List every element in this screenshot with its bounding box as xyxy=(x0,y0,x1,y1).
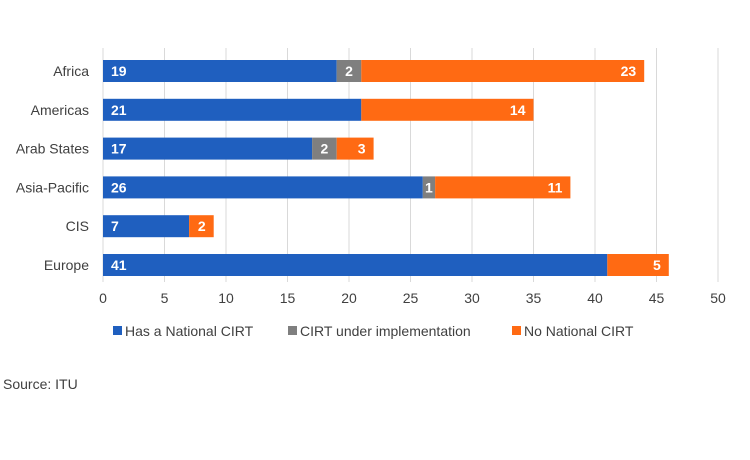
x-tick-label: 30 xyxy=(464,290,480,306)
x-tick-label: 5 xyxy=(161,290,169,306)
data-label: 21 xyxy=(111,102,127,118)
legend-swatch xyxy=(288,326,297,335)
legend-swatch xyxy=(113,326,122,335)
category-label: Africa xyxy=(53,63,89,79)
category-label: CIS xyxy=(66,218,89,234)
x-axis-ticks: 0 5 10 15 20 25 30 35 40 45 50 xyxy=(99,290,726,306)
data-label: 41 xyxy=(111,257,127,273)
source-note: Source: ITU xyxy=(3,376,78,392)
x-tick-label: 25 xyxy=(403,290,419,306)
category-label: Americas xyxy=(31,102,89,118)
bar-segment-no-cirt xyxy=(361,60,645,82)
x-tick-label: 15 xyxy=(280,290,296,306)
data-label: 7 xyxy=(111,218,119,234)
bar-segment-under-implementation xyxy=(336,60,362,82)
bar-segment-has-cirt xyxy=(103,176,423,199)
bar-segment-no-cirt xyxy=(435,176,571,199)
data-label: 3 xyxy=(358,141,366,157)
x-tick-label: 0 xyxy=(99,290,107,306)
category-label: Arab States xyxy=(16,141,89,157)
x-tick-label: 40 xyxy=(587,290,603,306)
data-label: 17 xyxy=(111,141,127,157)
data-label: 11 xyxy=(548,179,563,195)
data-label: 2 xyxy=(321,141,329,157)
legend-entry: Has a National CIRT xyxy=(125,323,254,339)
x-tick-label: 20 xyxy=(341,290,357,306)
bar-segment-no-cirt xyxy=(336,137,374,160)
bar-segment-has-cirt xyxy=(103,137,313,160)
legend: Has a National CIRT CIRT under implementa… xyxy=(113,323,634,339)
bar-segment-has-cirt xyxy=(103,254,608,276)
legend-swatch xyxy=(512,326,521,335)
bar-segment-has-cirt xyxy=(103,215,190,238)
bar-segment-has-cirt xyxy=(103,60,337,82)
data-label: 1 xyxy=(425,179,433,195)
x-tick-label: 45 xyxy=(649,290,665,306)
data-label: 14 xyxy=(510,102,526,118)
category-label: Europe xyxy=(44,257,89,273)
x-tick-label: 50 xyxy=(710,290,726,306)
data-label: 23 xyxy=(621,63,637,79)
category-labels: Africa Americas Arab States Asia-Pacific CIS… xyxy=(16,63,89,273)
data-label: 2 xyxy=(345,63,353,79)
x-tick-label: 10 xyxy=(218,290,234,306)
x-tick-label: 35 xyxy=(526,290,542,306)
bar-segment-under-implementation xyxy=(422,176,436,199)
data-label: 26 xyxy=(111,179,127,195)
category-label: Asia-Pacific xyxy=(16,179,89,195)
data-label: 5 xyxy=(653,257,661,273)
bar-segment-under-implementation xyxy=(312,137,337,160)
data-label: 2 xyxy=(198,218,206,234)
bar-segment-no-cirt xyxy=(361,98,534,121)
bar-segment-no-cirt xyxy=(607,254,669,276)
gridlines xyxy=(102,48,719,282)
bar-segment-has-cirt xyxy=(103,98,362,121)
legend-entry: No National CIRT xyxy=(524,323,634,339)
bar-segment-no-cirt xyxy=(189,215,214,238)
legend-entry: CIRT under implementation xyxy=(300,323,471,339)
data-label: 19 xyxy=(111,63,127,79)
